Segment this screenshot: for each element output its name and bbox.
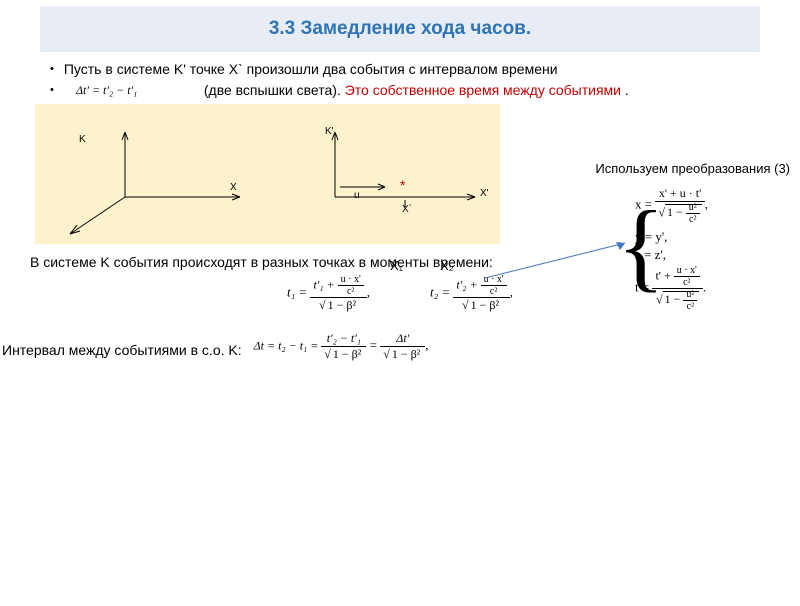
u2: u²: [686, 202, 700, 214]
label-x: X: [230, 182, 237, 193]
coordinate-diagram: K X * K' u X' X`: [35, 104, 500, 244]
t2-den: √1 − β²: [453, 298, 509, 313]
svg-text:*: *: [400, 177, 406, 193]
int-den1: √1 − β²: [321, 347, 366, 362]
c2c: c²: [683, 301, 697, 312]
label-xprime: X': [480, 188, 489, 199]
use-transform-label: Используем преобразования (3): [595, 161, 790, 176]
bullet-1: • Пусть в системе K' точке X` произошли …: [50, 60, 770, 79]
dt-prime-equation: Δt' = t'₂ − t'₁: [76, 83, 137, 98]
interval-label: Интервал между событиями в с.о. K:: [2, 342, 242, 358]
bd4: 1 − β²: [390, 346, 422, 361]
frame-kprime-axes: *: [275, 112, 495, 240]
label-kprime: K': [325, 126, 334, 137]
c2: c²: [686, 214, 700, 225]
comma: ,: [705, 196, 708, 211]
int-num1: t'₂ − t'₁: [321, 331, 366, 347]
c2b: c²: [674, 277, 700, 288]
t1-num: t'₁ + u · x'c²: [310, 274, 366, 298]
label-xtick: X`: [402, 204, 412, 215]
ux1: u · x': [338, 274, 364, 286]
int-den2: √1 − β²: [380, 347, 425, 362]
lorentz-transform-block: { x = x' + u · t' √1 − u²c² , y = y', z …: [627, 186, 782, 314]
frame-k-axes: [55, 112, 265, 240]
bd2: 1 − β²: [469, 297, 501, 312]
t1-den: √1 − β²: [310, 298, 366, 313]
t1-lhs: t₁ =: [287, 284, 310, 299]
bd1: 1 − β²: [326, 297, 358, 312]
t1-equation: t₁ = t'₁ + u · x'c² √1 − β² ,: [287, 274, 370, 313]
bullet-1-text: Пусть в системе K' точке X` произошли дв…: [64, 60, 558, 79]
u2b: u²: [683, 289, 697, 301]
dot: .: [703, 279, 706, 294]
c2d: c²: [338, 286, 364, 297]
t2n: t'₂ +: [456, 277, 480, 291]
label-k: K: [79, 134, 86, 145]
x2-label: X₂: [440, 258, 454, 273]
bullet-2-wrap: (две вспышки света). Это собственное вре…: [204, 81, 629, 100]
bullet-2-text: (две вспышки света).: [204, 82, 345, 98]
brace-icon: {: [617, 186, 665, 306]
bullet-2-red: Это собственное время между событиями: [345, 82, 621, 98]
interval-row: Интервал между событиями в с.о. K: Δt = …: [0, 331, 800, 362]
int-a: Δt = t₂ − t₁ =: [254, 338, 322, 352]
bd3: 1 − β²: [331, 346, 363, 361]
x1-label: X₁: [390, 258, 403, 273]
title-bar: 3.3 Замедление хода часов.: [40, 6, 760, 52]
bullet-icon: •: [50, 60, 54, 79]
comma2: ,: [367, 284, 370, 299]
bullet-icon: •: [50, 81, 54, 100]
bullet-2-period: .: [625, 82, 629, 98]
label-u: u: [354, 190, 360, 201]
page-title: 3.3 Замедление хода часов.: [269, 18, 531, 39]
int-num2: Δt': [380, 331, 425, 347]
t1n: t'₁ +: [313, 277, 337, 291]
comma4: ,: [425, 337, 428, 352]
interval-equation: Δt = t₂ − t₁ = t'₂ − t'₁ √1 − β² = Δt' √…: [254, 331, 429, 362]
x1-x2-labels: X₁ X₂: [0, 258, 800, 272]
t2-lhs: t₂ =: [430, 284, 453, 299]
bullet-2: • (две вспышки света). Это собственное в…: [50, 81, 770, 100]
